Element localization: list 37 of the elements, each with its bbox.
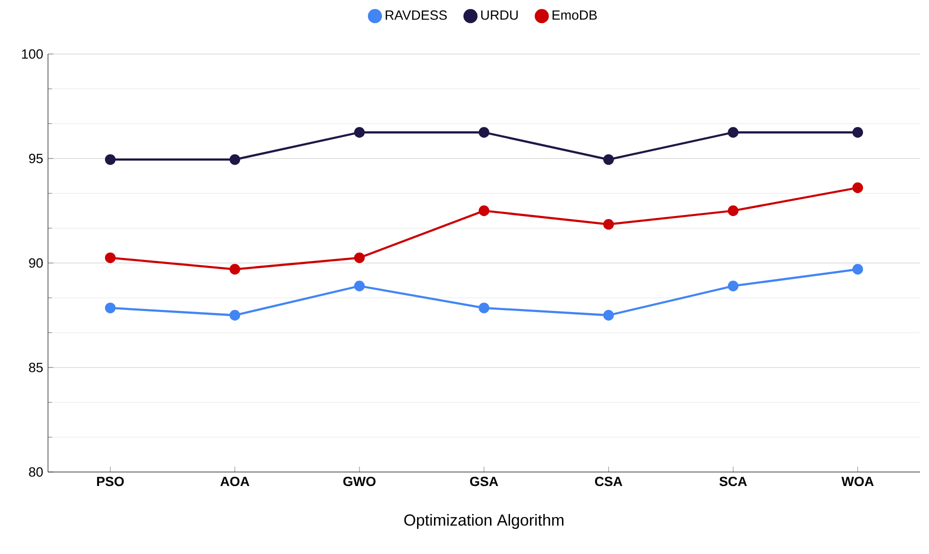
x-tick-label: GWO [343, 476, 376, 486]
x-axis-title: Optimization Algorithm [404, 514, 564, 529]
y-tick-label: 80 [29, 467, 43, 477]
point [603, 218, 614, 230]
x-tick-label: WOA [841, 476, 874, 486]
point [354, 280, 365, 292]
legend-label: EmoDB [552, 10, 597, 20]
x-tick-label: CSA [595, 476, 622, 486]
y-tick-label: 95 [29, 154, 43, 164]
point [728, 280, 738, 292]
point [852, 182, 864, 194]
point [852, 127, 864, 138]
point [603, 310, 614, 321]
point [603, 154, 614, 165]
point [354, 127, 365, 138]
point [478, 205, 490, 216]
legend-label: URDU [481, 10, 518, 20]
x-tick-label: PSO [97, 476, 124, 486]
y-tick-label: 85 [29, 362, 43, 372]
point [104, 302, 116, 314]
point [852, 264, 864, 275]
point [104, 252, 116, 264]
x-tick-label: SCA [719, 476, 747, 486]
point [478, 127, 490, 138]
x-tick-label: AOA [220, 476, 250, 486]
point [354, 252, 365, 264]
point [230, 264, 240, 275]
point [230, 310, 240, 321]
point [728, 127, 738, 138]
point [728, 205, 738, 216]
legend-label: RAVDESS [386, 10, 447, 20]
y-tick-label: 100 [22, 49, 43, 59]
point [230, 154, 240, 165]
y-tick-label: 90 [29, 258, 43, 268]
x-tick-label: GSA [470, 476, 498, 486]
point [104, 154, 116, 165]
point [478, 302, 490, 314]
